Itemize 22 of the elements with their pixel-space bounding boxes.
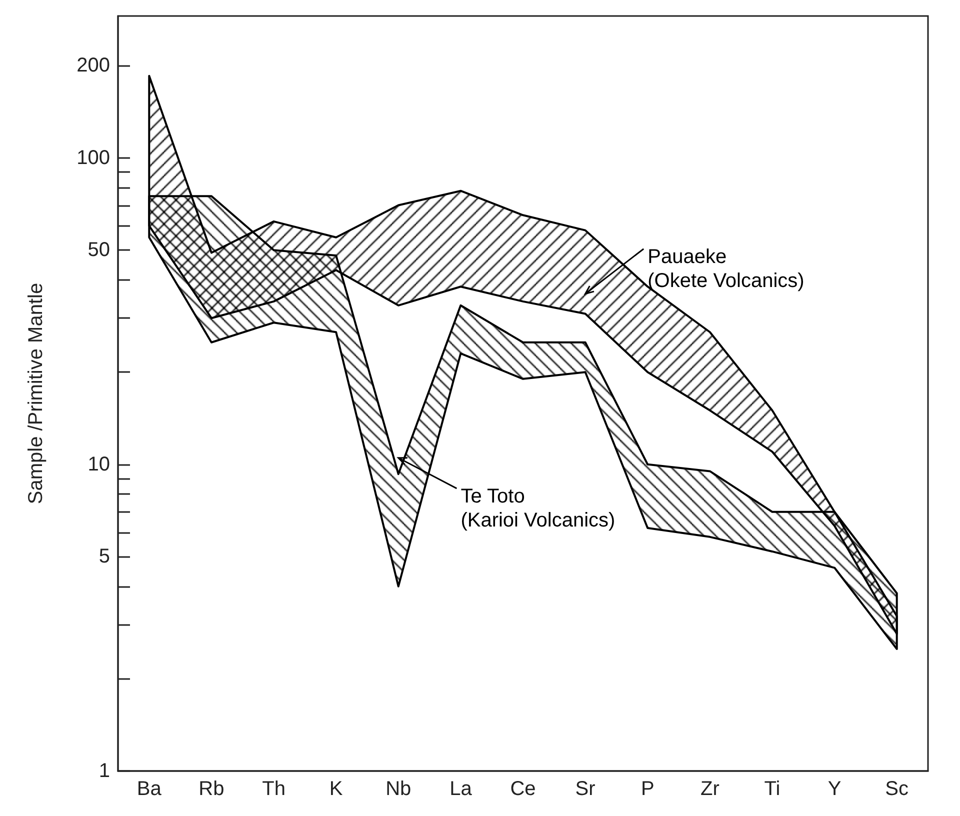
x-tick-label: Y	[828, 778, 842, 800]
x-tick-label: Rb	[198, 778, 224, 800]
x-tick-label: Sc	[885, 778, 909, 800]
y-tick-label: 10	[88, 453, 110, 476]
x-tick-label: La	[450, 778, 473, 800]
y-tick-label: 5	[98, 546, 110, 568]
y-tick-label: 100	[76, 146, 110, 169]
legend-label: Te Toto (Karioi Volcanics)	[460, 485, 616, 532]
y-tick-label: 50	[88, 239, 110, 262]
x-tick-label: K	[329, 778, 344, 800]
x-tick-label: Sr	[575, 778, 596, 800]
x-tick-label: P	[640, 778, 654, 800]
x-tick-label: Nb	[386, 778, 412, 800]
x-tick-label: Ti	[764, 778, 780, 800]
legend-label: Pauaeke (Okete Volcanics)	[648, 246, 804, 292]
x-tick-label: Th	[262, 778, 286, 800]
y-axis-title: Sample /Primitive Mantle	[25, 282, 47, 504]
y-tick-label: 200	[76, 54, 110, 76]
x-tick-label: Ce	[510, 778, 536, 800]
y-tick-label: 1	[98, 760, 110, 782]
x-tick-label: Zr	[700, 778, 720, 800]
x-tick-label: Ba	[136, 778, 162, 800]
